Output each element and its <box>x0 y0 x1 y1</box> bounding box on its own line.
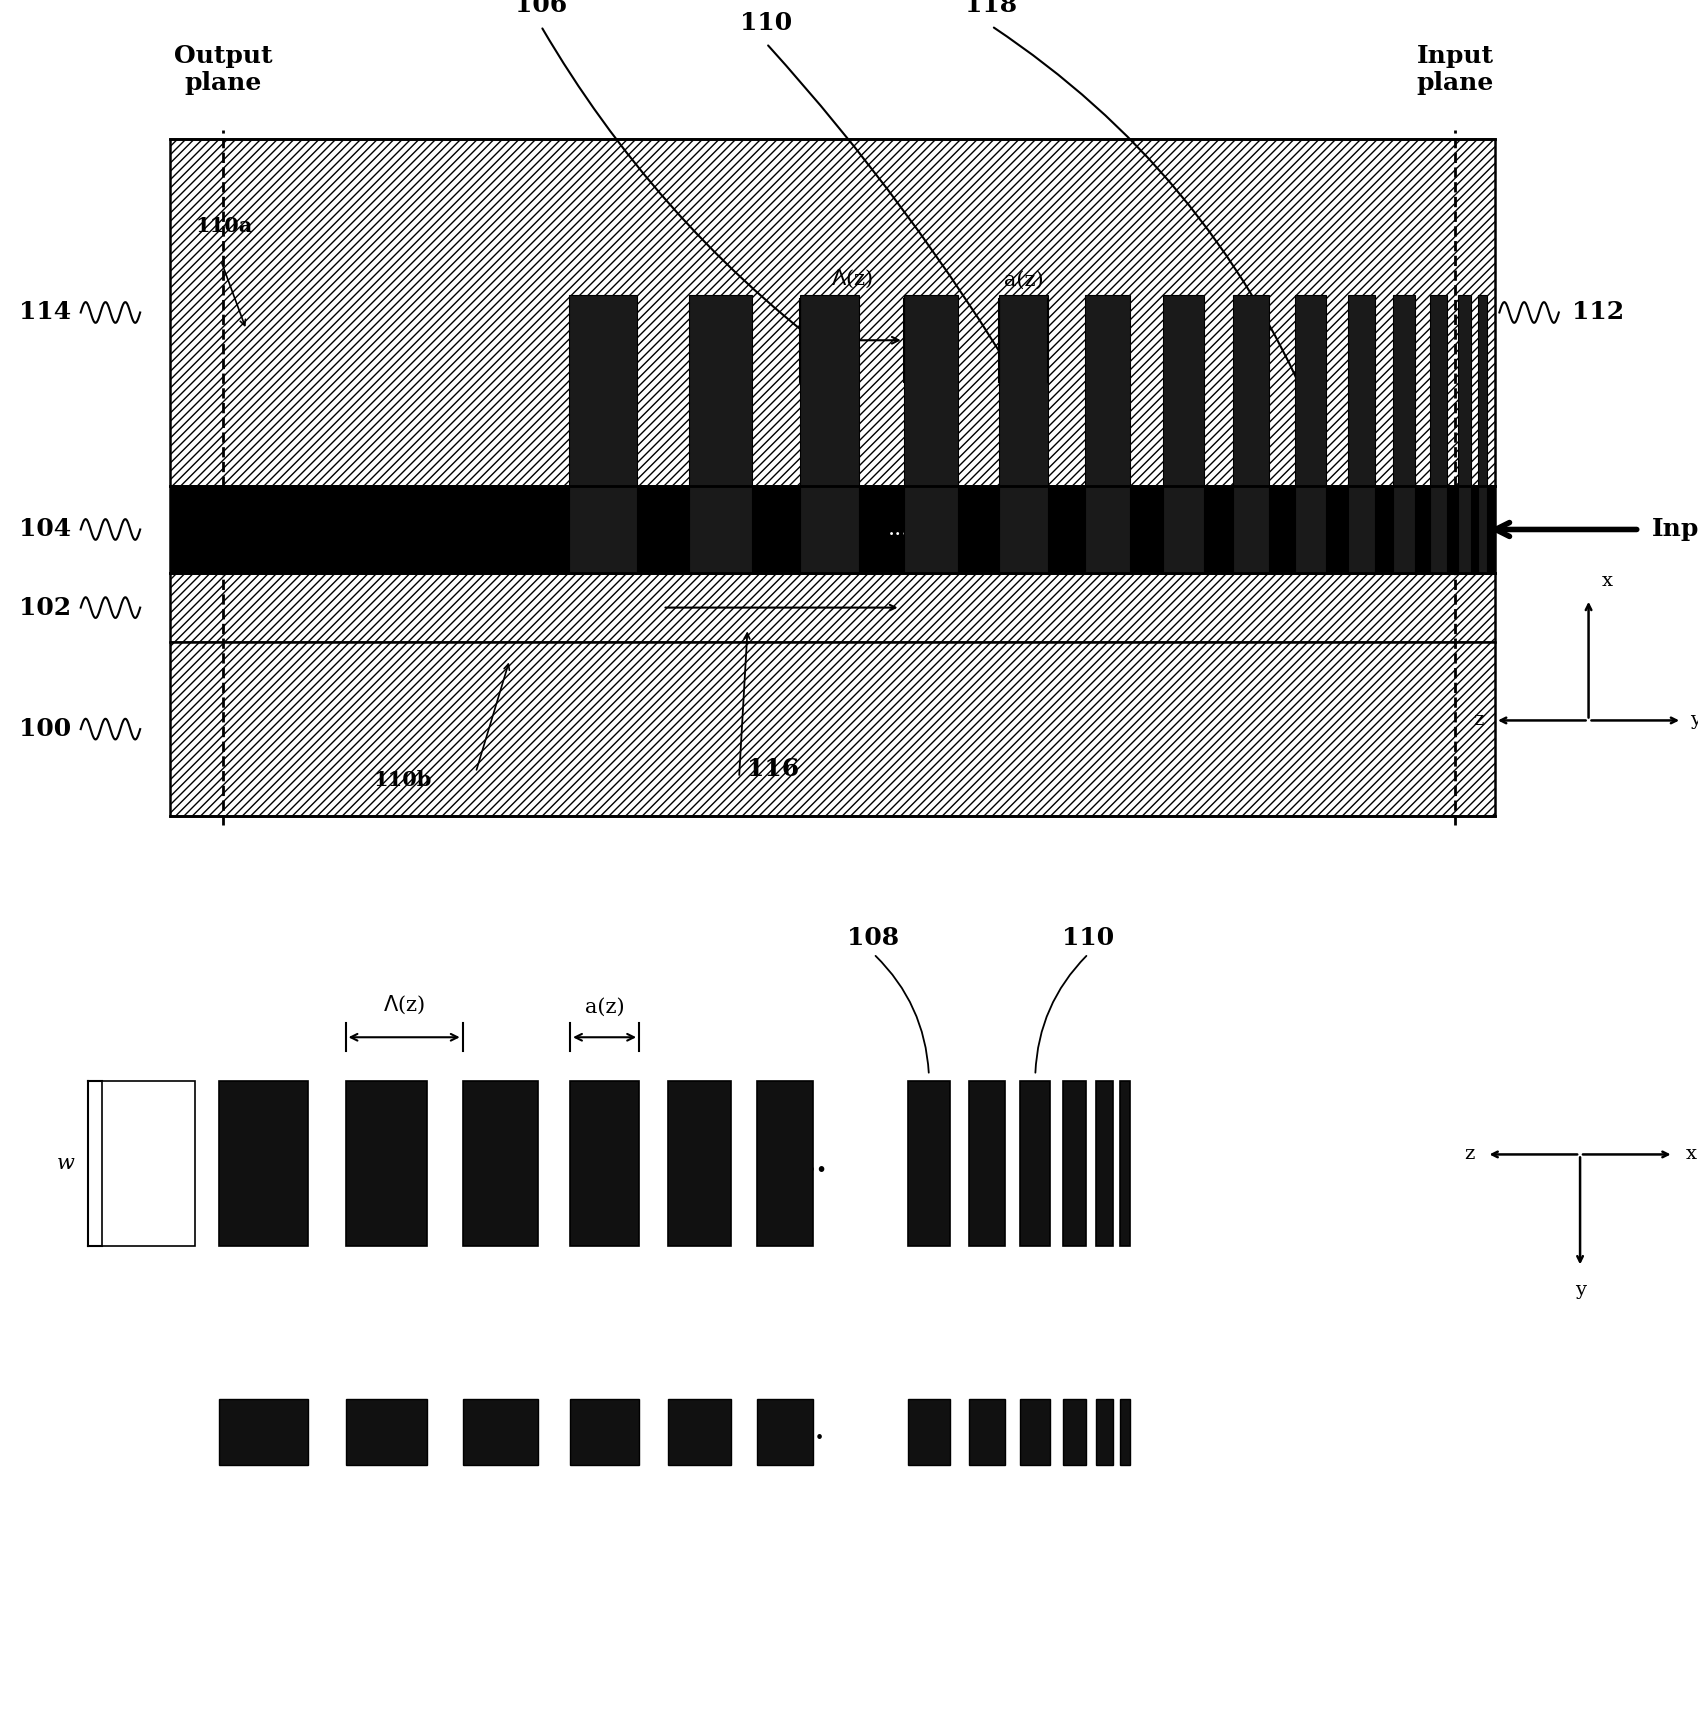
Bar <box>1095 1080 1112 1246</box>
Bar <box>689 295 752 573</box>
Bar <box>1430 295 1447 573</box>
Bar <box>345 1399 428 1465</box>
Bar <box>757 1080 813 1246</box>
Text: 110: 110 <box>740 10 791 35</box>
Bar <box>462 1080 538 1246</box>
Text: a(z): a(z) <box>1004 271 1043 290</box>
Bar <box>1063 1399 1085 1465</box>
Bar <box>345 1080 428 1246</box>
Bar <box>907 1399 949 1465</box>
Bar <box>571 1080 638 1246</box>
Text: 108: 108 <box>847 927 898 950</box>
Bar <box>1085 295 1129 573</box>
Text: Input: Input <box>1650 517 1698 542</box>
Text: w: w <box>56 1154 75 1172</box>
Text: ...: ... <box>888 519 908 540</box>
Text: y: y <box>1574 1281 1584 1299</box>
Bar <box>800 295 859 573</box>
Text: z: z <box>1472 712 1482 729</box>
Bar <box>1119 1399 1129 1465</box>
Text: 102: 102 <box>19 595 71 620</box>
Bar <box>1294 295 1326 573</box>
Text: Output
plane: Output plane <box>173 43 272 95</box>
Bar <box>1392 295 1414 573</box>
Bar <box>1163 295 1204 573</box>
Bar <box>1119 1080 1129 1246</box>
Bar <box>1477 295 1486 573</box>
Text: $\Lambda$(z): $\Lambda$(z) <box>384 995 424 1016</box>
Bar <box>170 486 1494 573</box>
Bar <box>1095 1399 1112 1465</box>
Bar <box>1020 1399 1049 1465</box>
Bar <box>667 1399 730 1465</box>
Bar <box>462 1399 538 1465</box>
Bar <box>1020 1080 1049 1246</box>
Bar <box>170 642 1494 816</box>
Text: 110a: 110a <box>195 215 253 236</box>
Text: y: y <box>1690 712 1698 729</box>
Text: 112: 112 <box>1571 300 1623 325</box>
Text: a(z): a(z) <box>584 998 623 1016</box>
Bar <box>170 573 1494 642</box>
Text: x: x <box>1601 573 1611 590</box>
Text: 116: 116 <box>747 757 798 781</box>
Text: 118: 118 <box>964 0 1017 17</box>
Bar <box>1233 295 1268 573</box>
Text: ...: ... <box>798 1420 824 1444</box>
Text: 100: 100 <box>19 717 71 741</box>
Bar <box>571 1399 638 1465</box>
Text: x: x <box>1684 1146 1695 1163</box>
Text: $\Lambda$(z): $\Lambda$(z) <box>830 267 873 290</box>
Text: z: z <box>1464 1146 1474 1163</box>
Bar <box>968 1399 1004 1465</box>
Text: 110b: 110b <box>374 769 431 790</box>
Bar <box>1457 295 1470 573</box>
Bar <box>903 295 958 573</box>
Text: Input
plane: Input plane <box>1416 43 1493 95</box>
Text: 106: 106 <box>514 0 567 17</box>
Bar <box>968 1080 1004 1246</box>
Bar <box>569 295 637 573</box>
Text: 114: 114 <box>19 300 71 325</box>
Bar <box>170 139 1494 486</box>
Text: ...: ... <box>795 1147 827 1179</box>
Bar <box>998 295 1048 573</box>
Bar <box>219 1080 307 1246</box>
Bar <box>667 1080 730 1246</box>
Bar <box>1347 295 1374 573</box>
Bar <box>1063 1080 1085 1246</box>
Bar <box>907 1080 949 1246</box>
Bar <box>102 1080 195 1246</box>
Text: 104: 104 <box>19 517 71 542</box>
Bar <box>219 1399 307 1465</box>
Text: 110: 110 <box>1061 927 1114 950</box>
Bar <box>757 1399 813 1465</box>
